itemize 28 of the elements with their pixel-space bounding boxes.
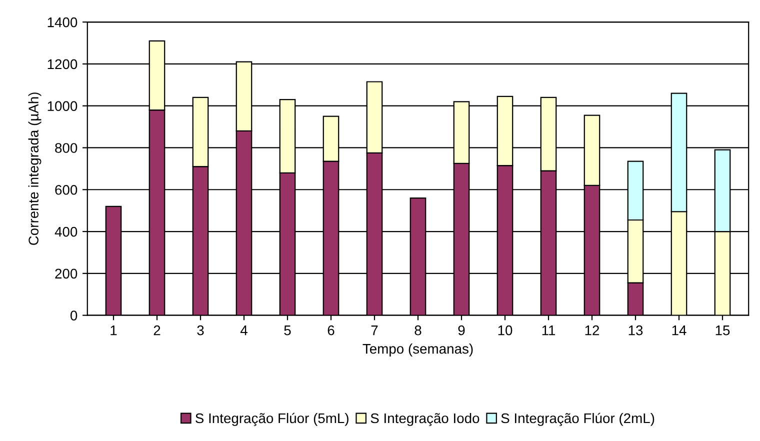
x-tick-label: 13 (628, 325, 643, 336)
y-tick-label: 1000 (48, 101, 78, 112)
x-tick-label: 8 (414, 325, 422, 336)
x-tick-label: 6 (328, 325, 334, 336)
y-tick-label: 0 (70, 310, 78, 320)
y-tick-label: 600 (55, 184, 78, 195)
x-tick-label: 11 (542, 326, 556, 336)
x-tick-label: 1 (110, 326, 117, 336)
x-tick-label: 5 (284, 326, 291, 336)
y-tick-label: 1200 (48, 59, 78, 70)
x-tick-label: 9 (458, 325, 465, 336)
legend-label: S Integração Flúor (2mL) (501, 412, 654, 426)
x-tick-label: 2 (154, 325, 160, 336)
y-axis-title: Corrente integrada (µAh) (28, 92, 42, 245)
y-tick-label: 400 (54, 226, 78, 237)
x-tick-label: 12 (585, 325, 600, 336)
x-tick-label: 4 (240, 326, 248, 336)
y-tick-label: 200 (55, 268, 78, 279)
x-tick-label: 7 (371, 326, 378, 336)
legend-label: S Integração Flúor (5mL) (196, 412, 348, 426)
x-tick-label: 15 (716, 326, 730, 336)
y-tick-label: 800 (55, 143, 78, 153)
x-tick-label: 14 (672, 326, 686, 336)
x-axis-title: Tempo (semanas) (362, 344, 473, 356)
x-tick-label: 10 (498, 325, 512, 336)
x-tick-label: 3 (197, 325, 204, 336)
legend-label: S Integração Iodo (370, 412, 480, 426)
y-tick-label: 1400 (48, 17, 78, 28)
